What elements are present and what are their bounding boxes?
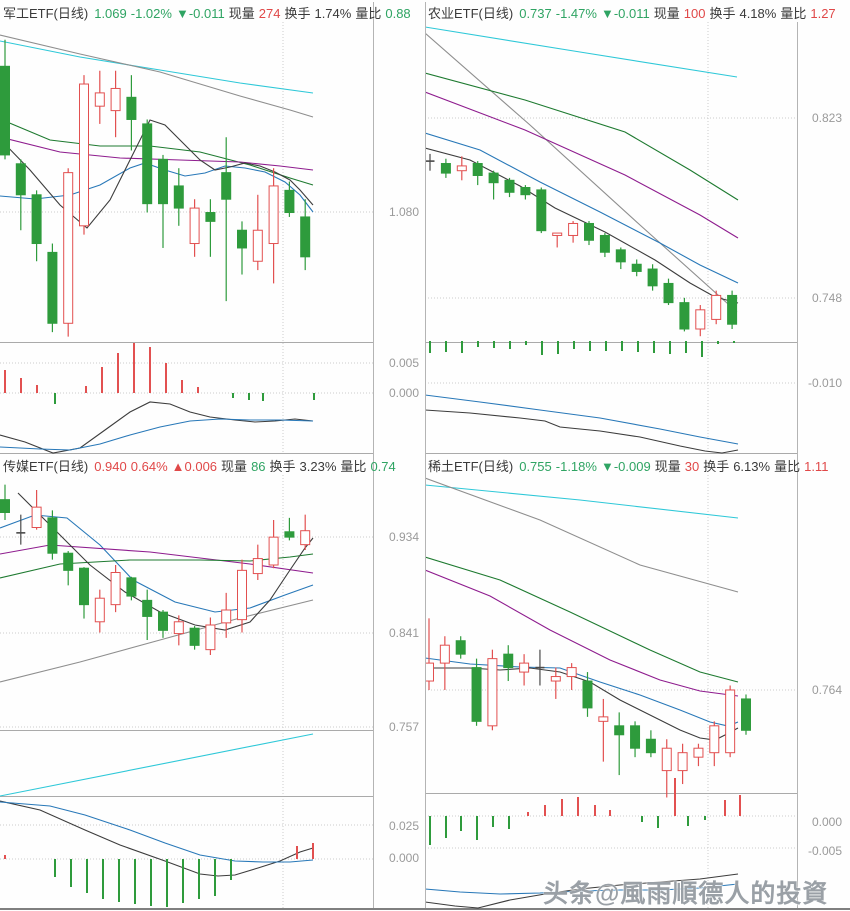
svg-text:0.000: 0.000 — [389, 386, 419, 400]
change-value: ▼-0.011 — [175, 6, 225, 21]
volume-label: 现量 — [654, 459, 681, 474]
chart-header-chuanmei: 传媒ETF(日线) 0.940 0.64% ▲0.006 现量 86 换手 3.23% 量比 0.… — [3, 456, 400, 474]
change-percent: -1.18% — [555, 459, 597, 474]
chart-title: 农业ETF(日线) — [428, 6, 514, 21]
svg-text:-0.005: -0.005 — [808, 844, 842, 858]
ratio-value: 1.11 — [804, 459, 829, 474]
candles — [425, 618, 751, 798]
moving-average-lines — [425, 26, 739, 454]
turnover-label: 换手 — [284, 6, 311, 21]
chart-title: 稀土ETF(日线) — [428, 459, 514, 474]
candlestick-chart-jungong[interactable]: 1.080 0.005 0.000 — [0, 0, 425, 455]
chart-header-jungong: 军工ETF(日线) 1.069 -1.02% ▼-0.011 现量 274 换手 1.74% 量… — [3, 3, 415, 21]
ratio-label: 量比 — [774, 459, 801, 474]
watermark-text: 头条@風雨順德人的投資笔记 — [543, 880, 829, 908]
change-value: ▲0.006 — [171, 459, 218, 474]
turnover-value: 4.18% — [739, 6, 777, 21]
ratio-value: 0.88 — [385, 6, 411, 21]
svg-text:0.000: 0.000 — [389, 851, 419, 865]
svg-text:-0.010: -0.010 — [808, 376, 842, 390]
volume-value: 274 — [258, 6, 281, 21]
volume-value: 86 — [251, 459, 266, 474]
indicator-histogram — [4, 843, 314, 907]
axis-tick-labels: 0.764 0.000 -0.005 — [808, 683, 842, 858]
last-price: 1.069 — [94, 6, 127, 21]
candlestick-chart-nongye[interactable]: 0.823 0.748 -0.010 — [425, 0, 850, 455]
turnover-label: 换手 — [269, 459, 296, 474]
volume-value: 30 — [684, 459, 700, 474]
change-percent: 0.64% — [130, 459, 168, 474]
last-price: 0.940 — [94, 459, 127, 474]
candles — [0, 39, 311, 337]
gridlines — [425, 22, 797, 454]
candlestick-chart-chuanmei[interactable]: 0.934 0.841 0.757 0.025 0.000 — [0, 455, 425, 911]
volume-label: 现量 — [221, 459, 248, 474]
svg-text:0.823: 0.823 — [812, 111, 842, 125]
indicator-histogram — [4, 343, 315, 404]
svg-text:1.080: 1.080 — [389, 205, 419, 219]
svg-text:0.005: 0.005 — [389, 356, 419, 370]
candlestick-chart-xitu[interactable]: 0.764 0.000 -0.005 — [425, 455, 850, 911]
ratio-label: 量比 — [355, 6, 382, 21]
svg-text:0.934: 0.934 — [389, 530, 419, 544]
turnover-value: 1.74% — [314, 6, 352, 21]
moving-average-lines — [0, 492, 314, 877]
axis-tick-labels: 1.080 0.005 0.000 — [389, 205, 419, 400]
chart-header-xitu: 稀土ETF(日线) 0.755 -1.18% ▼-0.009 现量 30 换手 6.13% 量比… — [428, 456, 832, 474]
indicator-histogram — [429, 341, 735, 357]
svg-text:0.841: 0.841 — [389, 626, 419, 640]
svg-text:0.748: 0.748 — [812, 291, 842, 305]
chart-title: 军工ETF(日线) — [3, 6, 89, 21]
change-value: ▼-0.009 — [600, 459, 651, 474]
turnover-label: 换手 — [709, 6, 736, 21]
turnover-label: 换手 — [703, 459, 730, 474]
ratio-value: 1.27 — [810, 6, 836, 21]
indicator-histogram — [429, 778, 741, 845]
candles — [425, 153, 738, 337]
svg-text:0.025: 0.025 — [389, 819, 419, 833]
last-price: 0.755 — [519, 459, 552, 474]
volume-label: 现量 — [228, 6, 255, 21]
gridlines — [0, 22, 373, 454]
svg-text:0.764: 0.764 — [812, 683, 842, 697]
chart-title: 传媒ETF(日线) — [3, 459, 89, 474]
change-percent: -1.02% — [130, 6, 172, 21]
axis-tick-labels: 0.823 0.748 -0.010 — [808, 111, 842, 390]
turnover-value: 3.23% — [299, 459, 337, 474]
volume-label: 现量 — [653, 6, 680, 21]
svg-text:0.757: 0.757 — [389, 720, 419, 734]
moving-average-lines — [0, 34, 314, 454]
candles — [0, 484, 311, 655]
svg-text:0.000: 0.000 — [812, 815, 842, 829]
change-percent: -1.47% — [555, 6, 597, 21]
ratio-label: 量比 — [780, 6, 807, 21]
chart-header-nongye: 农业ETF(日线) 0.737 -1.47% ▼-0.011 现量 100 换手 4.18% 量… — [428, 3, 840, 21]
ratio-value: 0.74 — [370, 459, 396, 474]
axis-tick-labels: 0.934 0.841 0.757 0.025 0.000 — [389, 530, 419, 865]
change-value: ▼-0.011 — [600, 6, 650, 21]
last-price: 0.737 — [519, 6, 552, 21]
ratio-label: 量比 — [340, 459, 367, 474]
volume-value: 100 — [683, 6, 706, 21]
turnover-value: 6.13% — [733, 459, 771, 474]
